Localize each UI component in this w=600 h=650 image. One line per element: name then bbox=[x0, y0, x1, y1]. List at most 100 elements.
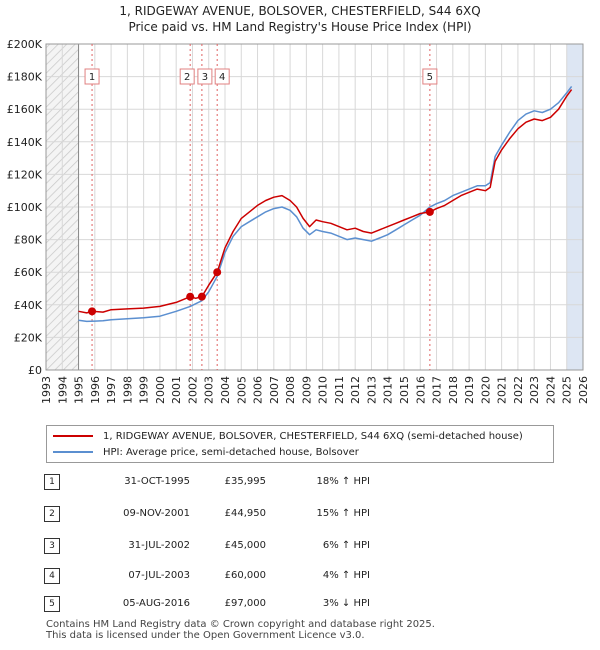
table-row: 5 05-AUG-2016 £97,000 3% ↓ HPI bbox=[0, 596, 600, 614]
x-tick-label: 2015 bbox=[398, 376, 411, 404]
x-tick-label: 2017 bbox=[431, 376, 444, 404]
sale-hpi: 6% ↑ HPI bbox=[322, 540, 370, 551]
x-tick-label: 1993 bbox=[40, 376, 53, 404]
x-tick-label: 1999 bbox=[138, 376, 151, 404]
sale-number-label: 1 bbox=[89, 72, 95, 83]
footer: Contains HM Land Registry data © Crown c… bbox=[46, 619, 435, 641]
x-tick-label: 2025 bbox=[561, 376, 574, 404]
legend-item-hpi: HPI: Average price, semi-detached house,… bbox=[53, 445, 359, 459]
sale-number: 2 bbox=[44, 506, 60, 522]
sale-number-box bbox=[214, 68, 230, 85]
sale-price: £60,000 bbox=[224, 570, 266, 581]
sale-price: £44,950 bbox=[224, 508, 266, 519]
sale-number: 1 bbox=[44, 474, 60, 490]
sale-date: 31-OCT-1995 bbox=[124, 476, 190, 487]
sale-date: 07-JUL-2003 bbox=[128, 570, 190, 581]
y-tick-label: £200K bbox=[7, 38, 43, 51]
sale-hpi: 3% ↓ HPI bbox=[322, 598, 370, 609]
table-row: 2 09-NOV-2001 £44,950 15% ↑ HPI bbox=[0, 506, 600, 524]
x-tick-label: 2004 bbox=[219, 376, 232, 404]
sale-hpi: 15% ↑ HPI bbox=[316, 508, 370, 519]
price-chart: £0 £20K £40K £60K £80K £100K £120K £140K £160K £1… bbox=[7, 38, 590, 404]
sale-date: 09-NOV-2001 bbox=[123, 508, 190, 519]
sale-number-label: 4 bbox=[219, 72, 225, 83]
x-tick-label: 2006 bbox=[252, 376, 265, 404]
x-tick-label: 1996 bbox=[89, 376, 102, 404]
sale-price: £35,995 bbox=[224, 476, 266, 487]
table-row: 4 07-JUL-2003 £60,000 4% ↑ HPI bbox=[0, 568, 600, 586]
sale-point bbox=[213, 268, 222, 277]
x-tick-label: 2011 bbox=[333, 376, 346, 404]
legend-swatch-blue bbox=[53, 451, 93, 453]
sale-number-label: 3 bbox=[202, 72, 208, 83]
sale-number-box bbox=[197, 68, 213, 85]
chart-subtitle: Price paid vs. HM Land Registry's House … bbox=[128, 20, 472, 34]
property-price-line bbox=[78, 89, 573, 314]
y-tick-label: £120K bbox=[7, 168, 43, 181]
sale-number-label: 2 bbox=[184, 72, 190, 83]
x-tick-label: 2000 bbox=[154, 376, 167, 404]
sale-point bbox=[425, 207, 434, 216]
sale-number-label: 5 bbox=[427, 72, 433, 83]
x-tick-label: 2002 bbox=[186, 376, 199, 404]
x-tick-label: 2010 bbox=[317, 376, 330, 404]
hpi-line bbox=[78, 85, 573, 323]
sale-date: 05-AUG-2016 bbox=[122, 598, 190, 609]
x-tick-label: 2023 bbox=[528, 376, 541, 404]
sale-price: £97,000 bbox=[224, 598, 266, 609]
x-tick-label: 2026 bbox=[577, 376, 590, 404]
x-tick-label: 2005 bbox=[235, 376, 248, 404]
legend-label-property: 1, RIDGEWAY AVENUE, BOLSOVER, CHESTERFIE… bbox=[103, 430, 523, 442]
footer-copyright: Contains HM Land Registry data © Crown c… bbox=[46, 619, 435, 630]
table-row: 3 31-JUL-2002 £45,000 6% ↑ HPI bbox=[0, 538, 600, 556]
y-tick-label: £100K bbox=[7, 201, 43, 214]
legend-label-hpi: HPI: Average price, semi-detached house,… bbox=[103, 446, 359, 458]
x-tick-label: 2012 bbox=[349, 376, 362, 404]
sale-number: 4 bbox=[44, 568, 60, 584]
y-tick-label: £80K bbox=[14, 234, 43, 247]
sale-price: £45,000 bbox=[224, 540, 266, 551]
sale-point bbox=[197, 292, 206, 301]
chart-title: 1, RIDGEWAY AVENUE, BOLSOVER, CHESTERFIE… bbox=[119, 4, 481, 18]
x-tick-label: 2009 bbox=[300, 376, 313, 404]
footer-licence: This data is licensed under the Open Gov… bbox=[46, 630, 365, 641]
y-tick-label: £140K bbox=[7, 136, 43, 149]
x-tick-label: 1995 bbox=[73, 376, 86, 404]
x-tick-label: 2013 bbox=[365, 376, 378, 404]
legend-item-property: 1, RIDGEWAY AVENUE, BOLSOVER, CHESTERFIE… bbox=[53, 429, 523, 443]
sale-point bbox=[88, 307, 97, 316]
x-tick-label: 2003 bbox=[203, 376, 216, 404]
x-tick-label: 2007 bbox=[268, 376, 281, 404]
y-tick-label: £40K bbox=[14, 299, 43, 312]
sale-number-box bbox=[422, 68, 438, 85]
x-tick-label: 1998 bbox=[121, 376, 134, 404]
sale-point bbox=[186, 292, 195, 301]
legend: 1, RIDGEWAY AVENUE, BOLSOVER, CHESTERFIE… bbox=[46, 425, 554, 463]
x-tick-label: 1997 bbox=[105, 376, 118, 404]
sale-number-box bbox=[179, 68, 195, 85]
y-tick-label: £60K bbox=[14, 266, 43, 279]
y-tick-label: £20K bbox=[14, 331, 43, 344]
y-tick-label: £160K bbox=[7, 103, 43, 116]
sale-hpi: 18% ↑ HPI bbox=[316, 476, 370, 487]
sale-number: 3 bbox=[44, 538, 60, 554]
sale-date: 31-JUL-2002 bbox=[128, 540, 190, 551]
x-tick-label: 2019 bbox=[463, 376, 476, 404]
x-tick-label: 2020 bbox=[479, 376, 492, 404]
legend-swatch-red bbox=[53, 435, 93, 437]
y-tick-label: £0 bbox=[28, 364, 42, 377]
y-tick-label: £180K bbox=[7, 71, 43, 84]
x-tick-label: 2016 bbox=[414, 376, 427, 404]
table-row: 1 31-OCT-1995 £35,995 18% ↑ HPI bbox=[0, 474, 600, 492]
x-tick-label: 2022 bbox=[512, 376, 525, 404]
x-tick-label: 2014 bbox=[382, 376, 395, 404]
sale-number: 5 bbox=[44, 596, 60, 612]
x-tick-label: 2008 bbox=[284, 376, 297, 404]
x-tick-label: 2018 bbox=[447, 376, 460, 404]
sale-number-box bbox=[84, 68, 100, 85]
x-tick-label: 2024 bbox=[544, 376, 557, 404]
plot-frame bbox=[45, 43, 584, 371]
x-tick-label: 2021 bbox=[496, 376, 509, 404]
x-tick-label: 2001 bbox=[170, 376, 183, 404]
x-tick-label: 1994 bbox=[56, 376, 69, 404]
